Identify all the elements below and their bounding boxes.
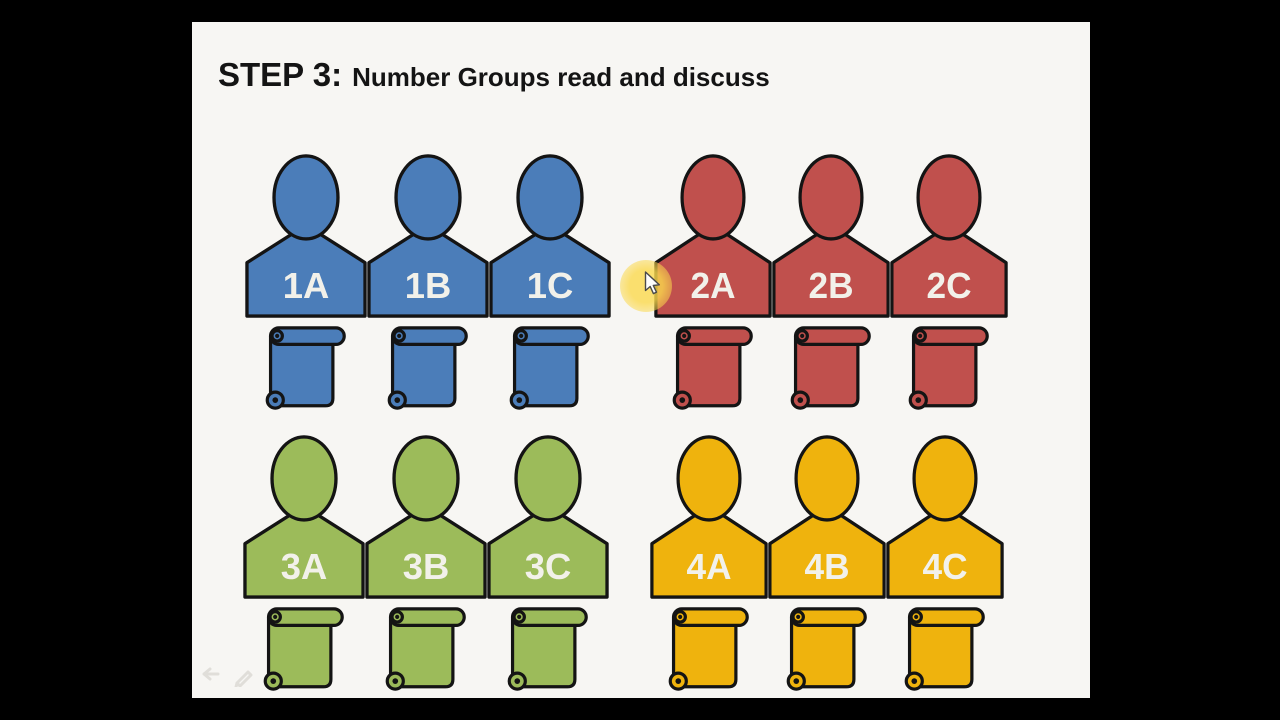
scroll-row xyxy=(654,323,1008,413)
person-4b: 4B xyxy=(768,435,886,599)
person-1c: 1C xyxy=(489,154,611,318)
person-3c: 3C xyxy=(487,435,609,599)
person-label: 1B xyxy=(405,265,452,306)
scroll-icon xyxy=(668,607,749,691)
scroll-icon xyxy=(672,326,753,410)
person-label: 4B xyxy=(804,547,849,588)
back-arrow-icon xyxy=(202,667,220,681)
group-2: 2A 2B 2C xyxy=(654,152,1008,413)
scroll-icon xyxy=(790,326,871,410)
person-4a: 4A xyxy=(650,435,768,599)
scroll-icon xyxy=(786,607,867,691)
person-label: 4A xyxy=(686,547,731,588)
person-row: 3A 3B 3C xyxy=(243,433,609,599)
slide-title-text: Number Groups read and discuss xyxy=(352,62,770,92)
person-1a: 1A xyxy=(245,154,367,318)
person-label: 1C xyxy=(527,265,574,306)
slide-title-step: STEP 3: xyxy=(218,56,343,93)
person-2c: 2C xyxy=(890,154,1008,318)
slide: STEP 3: Number Groups read and discuss 1… xyxy=(192,22,1090,698)
scroll-icon xyxy=(507,607,588,691)
scroll-row xyxy=(243,604,609,694)
scroll-icon xyxy=(263,607,344,691)
person-2b: 2B xyxy=(772,154,890,318)
scroll-icon xyxy=(908,326,989,410)
person-1b: 1B xyxy=(367,154,489,318)
presenter-toolbar xyxy=(197,667,255,687)
person-label: 4C xyxy=(922,547,967,588)
person-row: 4A 4B 4C xyxy=(650,433,1004,599)
scroll-icon xyxy=(387,326,468,410)
scroll-icon xyxy=(509,326,590,410)
person-label: 2A xyxy=(690,266,735,307)
person-4c: 4C xyxy=(886,435,1004,599)
person-label: 3A xyxy=(281,546,328,587)
person-label: 3B xyxy=(403,546,450,587)
group-1: 1A 1B 1C xyxy=(245,152,611,413)
slide-title: STEP 3: Number Groups read and discuss xyxy=(218,56,770,94)
person-row: 2A 2B 2C xyxy=(654,152,1008,318)
scroll-row xyxy=(245,323,611,413)
person-label: 1A xyxy=(283,265,330,306)
scroll-row xyxy=(650,604,1004,694)
scroll-icon xyxy=(265,326,346,410)
person-3a: 3A xyxy=(243,435,365,599)
scroll-icon xyxy=(904,607,985,691)
person-2a: 2A xyxy=(654,154,772,318)
pen-icon xyxy=(234,670,253,687)
person-label: 2B xyxy=(808,266,853,307)
person-label: 2C xyxy=(926,266,971,307)
group-3: 3A 3B 3C xyxy=(243,433,609,694)
scroll-icon xyxy=(385,607,466,691)
group-4: 4A 4B 4C xyxy=(650,433,1004,694)
person-row: 1A 1B 1C xyxy=(245,152,611,318)
person-3b: 3B xyxy=(365,435,487,599)
person-label: 3C xyxy=(525,546,572,587)
